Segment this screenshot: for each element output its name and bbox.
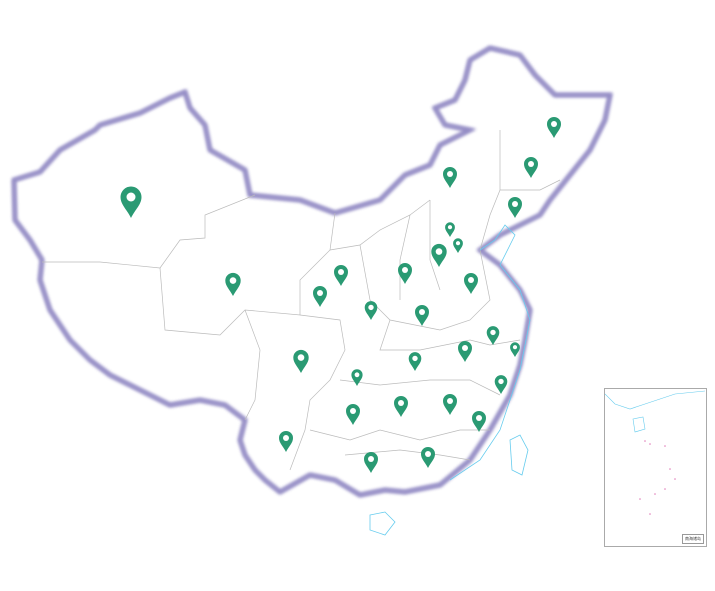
map-pin-icon[interactable]: [279, 431, 293, 452]
map-pin-center: [512, 345, 518, 350]
map-pin-icon[interactable]: [472, 411, 486, 432]
map-pin-icon[interactable]: [486, 326, 500, 345]
map-pin-icon[interactable]: [293, 349, 309, 373]
map-pin-icon[interactable]: [346, 404, 360, 425]
map-pin-center: [498, 378, 504, 385]
map-pin-center: [317, 290, 323, 296]
map-pin-center: [435, 248, 443, 255]
map-pin-center: [368, 304, 374, 311]
map-pin-icon[interactable]: [494, 375, 508, 394]
inset-title: 南海诸岛: [682, 534, 704, 544]
south-china-sea-inset: 南海诸岛: [604, 388, 707, 547]
map-pin-center: [551, 121, 557, 127]
map-pin-icon[interactable]: [524, 157, 538, 178]
map-pin-icon[interactable]: [364, 452, 378, 473]
map-pin-icon[interactable]: [225, 272, 241, 296]
map-pin-center: [462, 345, 468, 351]
map-pin-icon[interactable]: [464, 273, 478, 294]
map-pin-center: [425, 451, 431, 457]
map-pin-center: [528, 161, 534, 167]
map-pin-icon[interactable]: [415, 305, 429, 326]
map-pin-icon[interactable]: [120, 186, 142, 219]
map-pin-center: [419, 309, 425, 315]
map-pin-center: [229, 277, 237, 284]
map-pin-icon[interactable]: [508, 197, 522, 218]
map-pin-icon[interactable]: [443, 394, 457, 415]
country-outline: [11, 45, 613, 498]
map-pin-center: [490, 329, 496, 336]
map-pin-center: [402, 267, 408, 273]
map-pin-icon[interactable]: [510, 342, 520, 357]
map-pin-center: [338, 269, 344, 275]
map-pin-center: [126, 192, 136, 202]
map-pin-icon[interactable]: [394, 396, 408, 417]
map-pin-icon[interactable]: [364, 301, 378, 320]
map-pin-center: [412, 355, 418, 362]
marker-layer: [120, 117, 561, 473]
map-pin-center: [283, 435, 289, 441]
map-pin-icon[interactable]: [443, 167, 457, 188]
map-pin-icon[interactable]: [421, 447, 435, 468]
map-pin-center: [476, 415, 482, 421]
map-pin-icon[interactable]: [458, 341, 472, 362]
map-pin-center: [447, 398, 453, 404]
map-pin-icon[interactable]: [408, 352, 422, 371]
map-pin-icon[interactable]: [431, 243, 447, 267]
map-pin-center: [468, 277, 474, 283]
map-pin-icon[interactable]: [398, 263, 412, 284]
map-pin-center: [350, 408, 356, 414]
inset-map: [604, 390, 706, 515]
map-pin-center: [447, 225, 453, 230]
map-pin-center: [354, 372, 360, 378]
map-pin-icon[interactable]: [453, 238, 463, 253]
coastline-water: [369, 224, 531, 536]
map-pin-center: [368, 456, 374, 462]
map-pin-icon[interactable]: [445, 222, 455, 237]
map-pin-icon[interactable]: [547, 117, 561, 138]
map-pin-icon[interactable]: [313, 286, 327, 307]
map-pin-center: [512, 201, 518, 207]
map-pin-icon[interactable]: [351, 369, 363, 386]
map-pin-center: [398, 400, 404, 406]
map-pin-center: [455, 241, 461, 246]
map-pin-icon[interactable]: [334, 265, 348, 286]
map-pin-center: [297, 354, 305, 361]
map-pin-center: [447, 171, 453, 177]
